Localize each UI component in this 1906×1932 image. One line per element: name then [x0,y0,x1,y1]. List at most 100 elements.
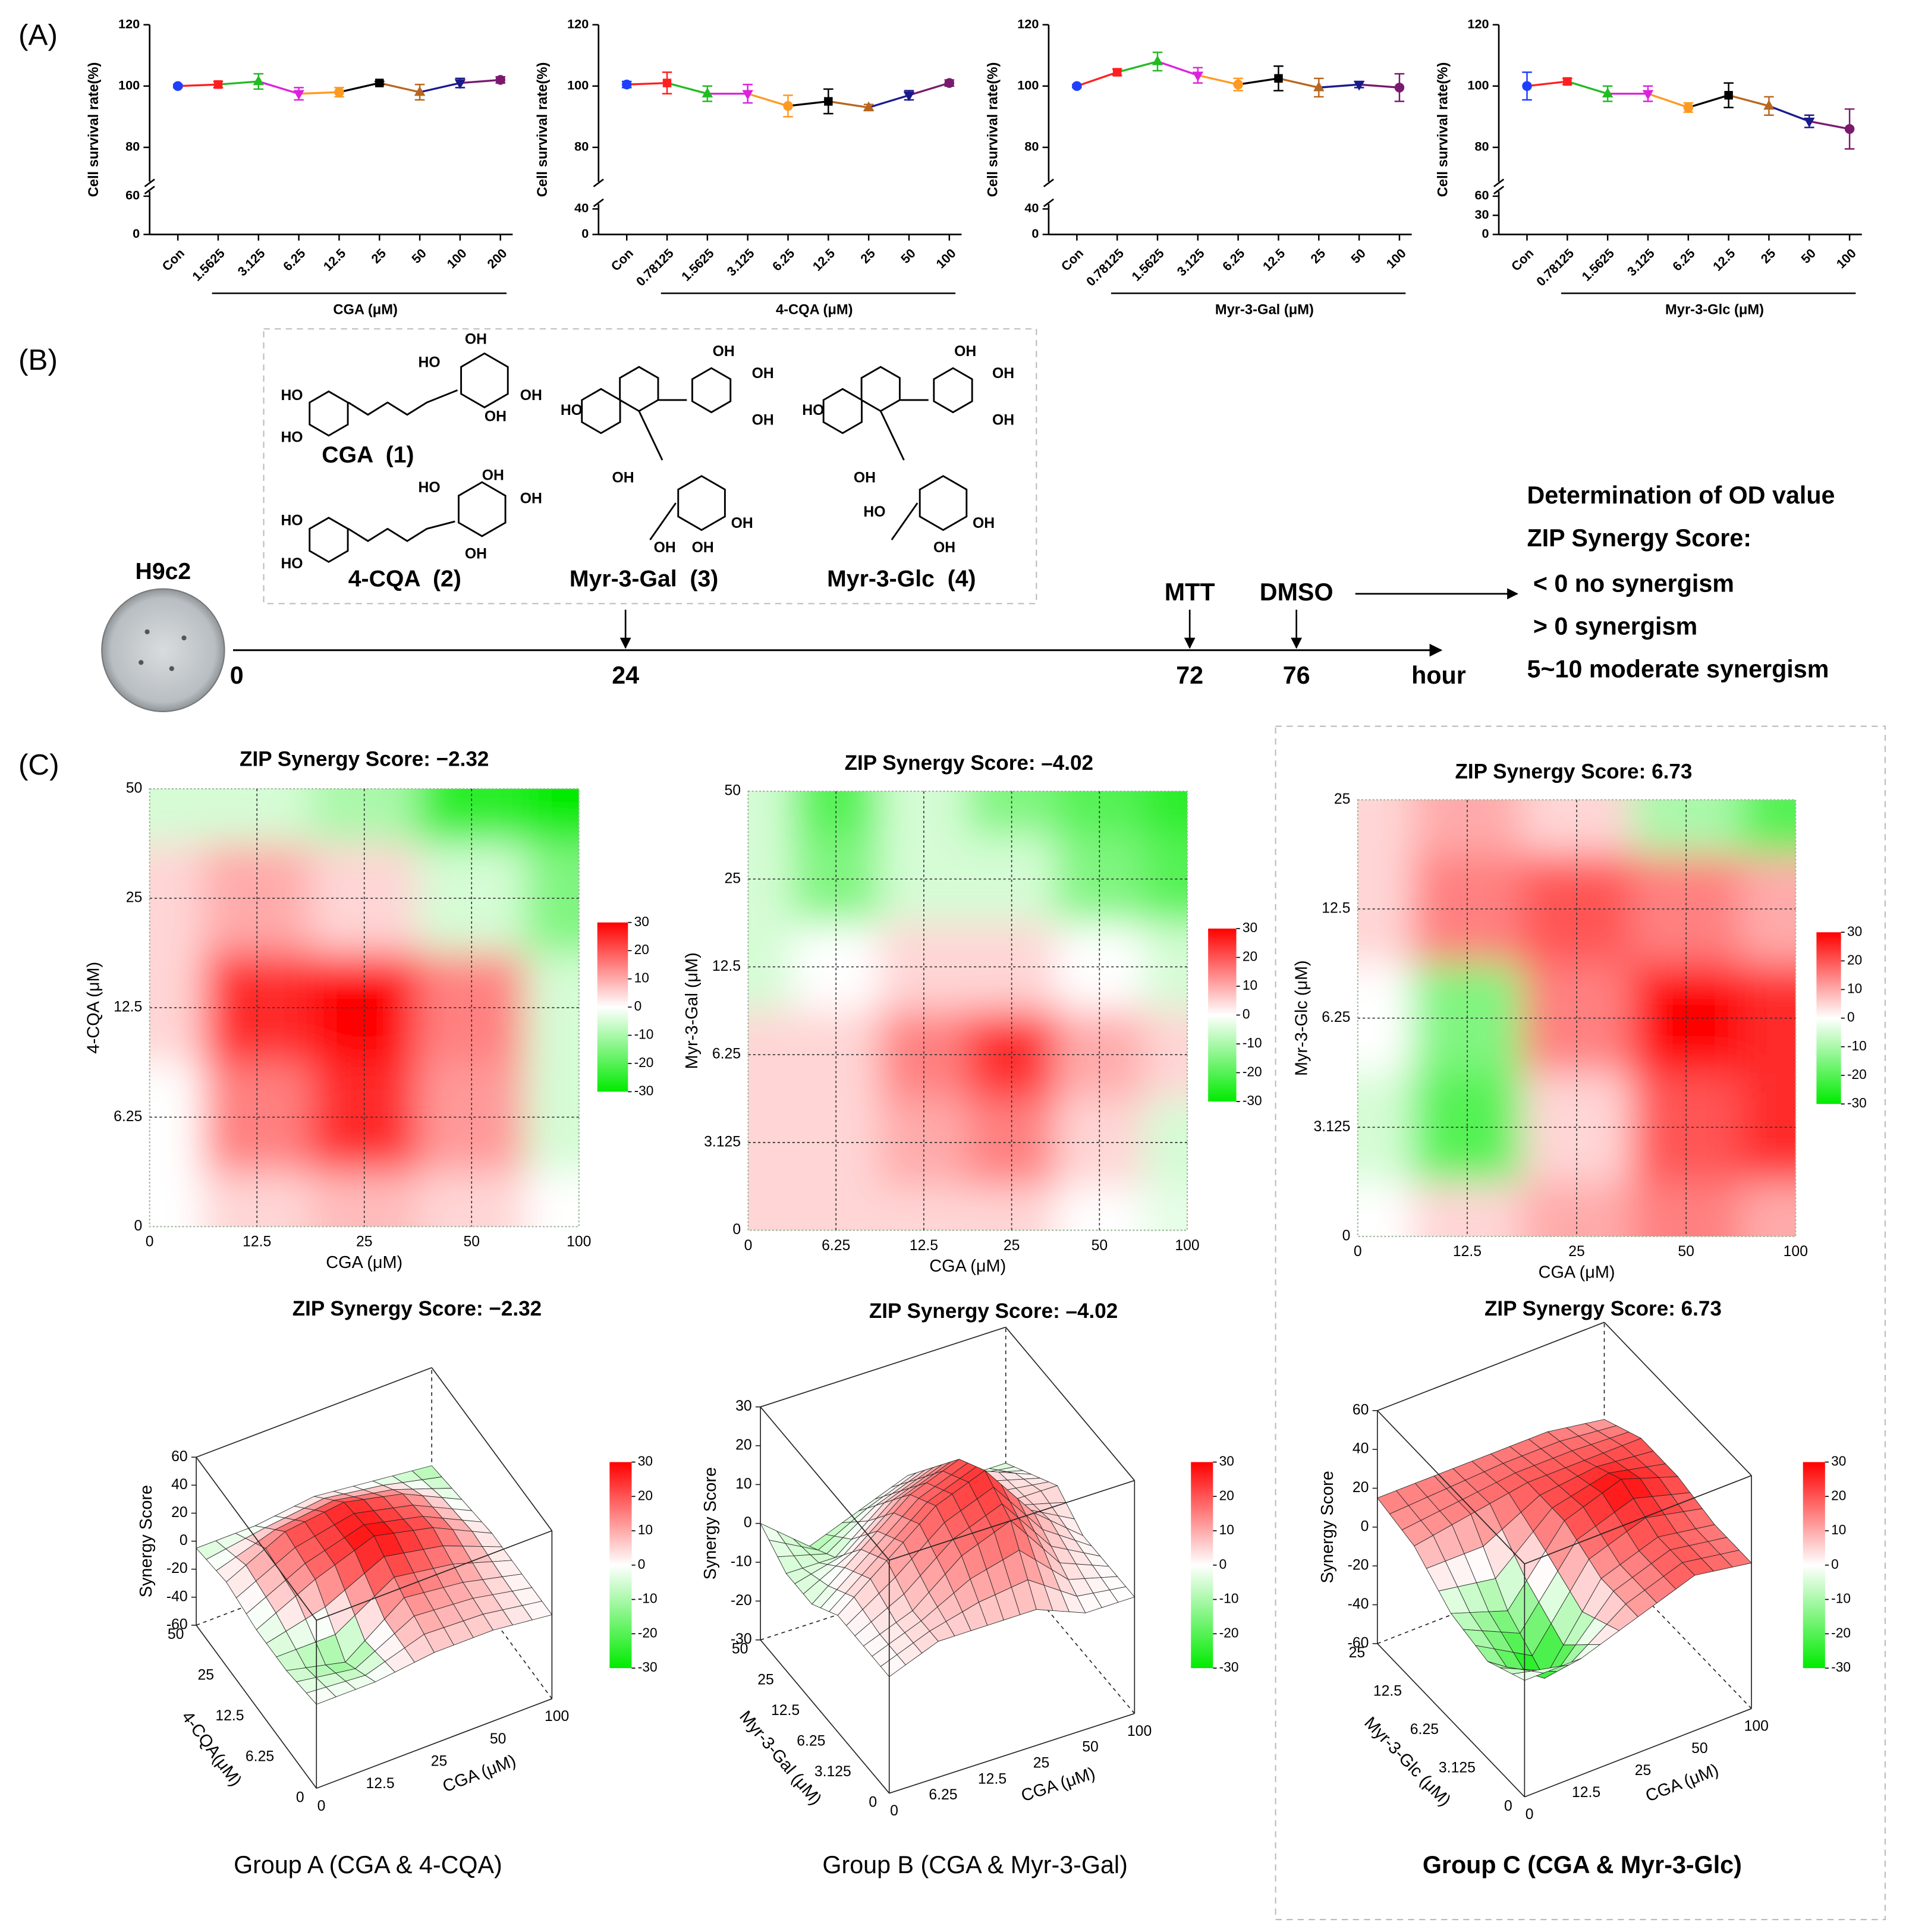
x-tick-label: 1.5625 [678,246,717,284]
x-tick-label: 25 [368,246,389,266]
axis-break [144,185,155,194]
group-box [1275,725,1886,1921]
compound-name: 4-CQA (2) [348,567,461,592]
colorbar-tick-label: -30 [1831,1659,1851,1675]
marker [702,87,713,97]
x-tick-label: 3.125 [235,246,268,279]
y-tick-label: 0 [581,226,589,241]
marker [863,101,875,112]
time-mark: 24 [612,662,639,689]
line-segment [460,78,501,84]
y-tick-label: 3.125 [814,1764,851,1780]
atom-label: OH [465,546,487,562]
x-tick-label: 50 [1798,246,1819,266]
readout-text: < 0 no synergism [1533,569,1734,597]
time-mark: 76 [1283,662,1310,689]
line-segment [1197,74,1239,86]
x-tick-label: 12.5 [810,246,838,273]
contour-cell [880,1099,968,1187]
colorbar [1816,932,1841,1105]
marker [414,86,426,96]
x-tick-label: 6.25 [1669,246,1697,273]
box-edge [1377,1643,1525,1798]
x-tick-label: Con [1058,246,1086,273]
y-axis-label: Cell survival rate(%) [985,62,1001,197]
x-tick-label: 6.25 [769,246,797,273]
y-tick-label: 40 [1024,200,1039,215]
y-tick-label: 100 [567,77,589,92]
y-tick-label: 12.5 [712,958,741,974]
contour-fill [748,791,1188,1231]
y-axis-label: 4-CQA (μM) [84,962,103,1054]
compound-box [263,328,1037,605]
atom-label: OH [992,366,1014,382]
cell [181,635,187,641]
box-edge [1524,1475,1752,1565]
cell-dish [101,588,225,712]
y-tick-label: 0 [732,1222,741,1238]
marker [293,90,304,100]
contour-cell [748,791,792,835]
line-segment [1728,94,1769,107]
x-tick-label: 3.125 [724,246,757,279]
x-tick-label: 50 [490,1731,507,1747]
contour-cell [792,923,880,1011]
contour-cell [967,1011,1056,1099]
colorbar [1208,929,1237,1102]
y-tick-label: 12.5 [114,999,142,1015]
atom-label: OH [752,412,774,428]
y-axis-label: Myr-3-Glc (μM) [1292,960,1311,1076]
z-tick-label: 0 [180,1533,188,1549]
step-label: DMSO [1260,578,1333,606]
axis-break [1043,198,1054,207]
line-segment [1359,83,1400,89]
box-edge [1377,1321,1605,1411]
contour-cell [525,788,579,844]
atom-label: OH [465,331,487,347]
colorbar-tick-label: -20 [1831,1625,1851,1640]
colorbar-tick-label: 30 [638,1453,653,1469]
marker [1522,81,1532,92]
axis-break [1493,178,1505,187]
marker [1313,81,1325,92]
x-tick-label: 12.5 [1260,246,1288,273]
line-segment [1809,120,1850,130]
cell [144,629,150,634]
atom-label: HO [281,429,303,445]
x-tick-label: 1.5625 [1578,246,1617,284]
x-tick-label: 12.5 [243,1234,271,1250]
contour-cell [1357,800,1413,855]
x-tick-label: 200 [484,246,509,271]
chart-title: ZIP Synergy Score: 6.73 [1455,760,1692,783]
panel-label: (B) [18,344,58,376]
z-tick-label: 40 [171,1477,188,1493]
marker [1642,90,1654,100]
y-axis-label: Cell survival rate(%) [535,62,551,197]
x-tick-label: 100 [1175,1238,1199,1254]
x-tick-label: 100 [1127,1723,1152,1739]
cell [139,660,144,665]
atom-label: OH [520,388,542,404]
atom-label: HO [419,355,441,371]
y-tick-label: 6.25 [1410,1722,1439,1738]
marker [783,101,793,111]
atom-label: HO [802,402,824,419]
box-edge [316,1530,552,1621]
x-tick-label: 1.5625 [1128,246,1167,284]
y-tick-label: 0 [133,226,140,241]
x-tick-label: 3.125 [1174,246,1207,279]
atom-label: OH [992,412,1014,428]
contour-cell [792,835,880,923]
box-edge [889,1480,1135,1561]
time-mark: 72 [1176,662,1203,689]
marker [253,75,265,86]
atom-label: OH [933,540,955,556]
marker [172,81,183,92]
contour-cell [792,1099,880,1187]
cell [169,666,174,671]
y-tick-label: 12.5 [215,1708,244,1724]
line-segment [258,80,300,95]
box-edge [760,1326,1006,1408]
x-axis-label: CGA (μM) [929,1257,1006,1276]
z-tick-label: 0 [744,1515,752,1531]
